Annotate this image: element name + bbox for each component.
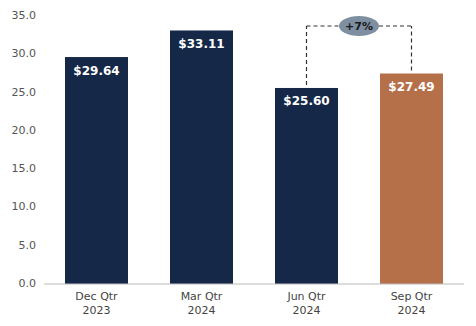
bars [65,30,443,284]
y-tick-label: 5.0 [19,239,37,252]
x-tick-label-line: Sep Qtr [391,290,433,303]
x-tick-label-line: 2024 [293,304,321,317]
annotation-bracket [306,26,307,85]
annotation-bracket [411,26,412,71]
data-label: $25.60 [283,94,329,108]
y-tick-label: 25.0 [12,86,37,99]
chart: 0.05.010.015.020.025.030.035.0Dec Qtr202… [0,0,476,326]
x-tick-label: Mar Qtr2024 [181,290,223,317]
data-label: $27.49 [388,80,434,94]
y-tick-label: 0.0 [19,277,37,290]
x-tick-label-line: Dec Qtr [75,290,118,303]
y-tick-label: 15.0 [12,162,37,175]
x-tick-label-line: 2024 [188,304,216,317]
y-tick-label: 35.0 [12,9,37,22]
y-tick-label: 30.0 [12,47,37,60]
bar [170,30,233,284]
data-label: $33.11 [178,37,224,51]
y-tick-label: 10.0 [12,200,37,213]
x-tick-label: Dec Qtr2023 [75,290,118,317]
data-label: $29.64 [73,64,119,78]
bar [275,88,338,284]
x-tick-label-line: 2023 [83,304,111,317]
x-tick-label-line: 2024 [398,304,426,317]
annotation: +7% [345,20,373,33]
annotation-bracket [307,25,340,26]
x-tick-label-line: Jun Qtr [286,290,326,303]
bar [65,57,128,284]
bar [380,74,443,284]
x-tick-label: Sep Qtr2024 [391,290,433,317]
annotation-bubble [339,16,379,36]
annotation-bracket [379,25,412,26]
x-tick-label-line: Mar Qtr [181,290,223,303]
x-axis-line [44,284,464,285]
y-tick-label: 20.0 [12,124,37,137]
x-tick-label: Jun Qtr2024 [286,290,326,317]
